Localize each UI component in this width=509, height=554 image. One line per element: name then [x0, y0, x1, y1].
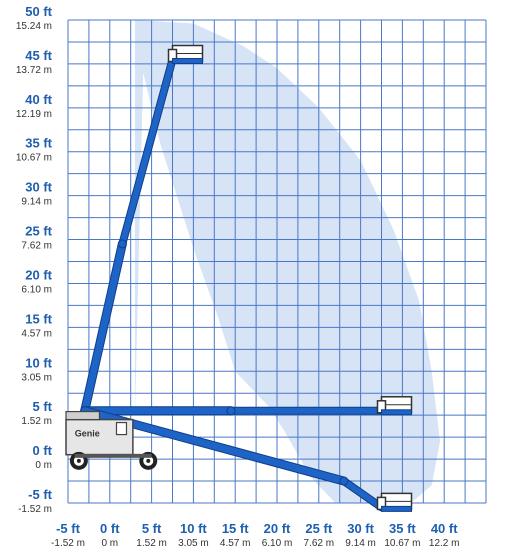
- elbow-joint: [339, 476, 349, 486]
- y-tick-label-m: 0 m: [35, 460, 52, 471]
- x-tick-label-ft: 35 ft: [389, 521, 416, 536]
- y-tick-label-m: 6.10 m: [21, 284, 52, 295]
- x-tick-label-m: 3.05 m: [178, 538, 209, 549]
- machine-chassis: Genie: [65, 410, 158, 470]
- y-tick-label-ft: 35 ft: [25, 136, 52, 151]
- x-tick-label-m: 10.67 m: [384, 538, 420, 549]
- x-tick-label-ft: 25 ft: [305, 521, 332, 536]
- platform-basket: [376, 492, 413, 512]
- elbow-joint: [226, 406, 236, 416]
- platform-basket: [376, 396, 413, 416]
- y-tick-label-m: 13.72 m: [16, 65, 52, 76]
- x-tick-label-ft: -5 ft: [56, 521, 81, 536]
- x-tick-label-ft: 40 ft: [431, 521, 458, 536]
- y-tick-label-ft: 0 ft: [33, 443, 53, 458]
- y-tick-label-ft: -5 ft: [28, 487, 53, 502]
- y-tick-label-ft: 45 ft: [25, 48, 52, 63]
- x-tick-label-m: 12.2 m: [429, 538, 460, 549]
- basket-floor: [381, 505, 412, 512]
- chassis-counterweight: [65, 410, 101, 421]
- x-tick-label-m: -1.52 m: [51, 538, 85, 549]
- boom-elevated: [80, 44, 204, 416]
- platform-basket: [167, 44, 204, 65]
- y-tick-label-m: -1.52 m: [18, 504, 52, 515]
- x-tick-label-ft: 5 ft: [142, 521, 162, 536]
- y-axis-labels: 50 ft 15.24 m 45 ft 13.72 m 40 ft 12.19 m 35 f…: [16, 4, 53, 515]
- y-tick-label-m: 12.19 m: [16, 109, 52, 120]
- y-tick-label-m: 7.62 m: [21, 241, 52, 252]
- upper-boom: [119, 56, 176, 247]
- x-tick-label-m: 1.52 m: [136, 538, 167, 549]
- basket-floor: [172, 58, 203, 65]
- x-tick-label-m: 0 m: [101, 538, 118, 549]
- y-tick-label-ft: 50 ft: [25, 4, 52, 19]
- y-tick-label-m: 9.14 m: [21, 197, 52, 208]
- elbow-joint: [117, 239, 127, 249]
- basket-floor: [381, 409, 412, 416]
- y-tick-label-ft: 20 ft: [25, 267, 52, 282]
- x-tick-label-m: 4.57 m: [220, 538, 251, 549]
- x-tick-label-ft: 30 ft: [347, 521, 374, 536]
- x-axis-labels: -5 ft -1.52 m 0 ft 0 m 5 ft 1.52 m 10 ft 3.05 m…: [51, 521, 459, 549]
- y-tick-label-ft: 30 ft: [25, 180, 52, 195]
- x-tick-label-ft: 20 ft: [264, 521, 291, 536]
- y-tick-label-m: 15.24 m: [16, 21, 52, 32]
- boom-horizontal: [80, 396, 413, 416]
- x-tick-label-ft: 0 ft: [100, 521, 120, 536]
- lower-boom: [81, 240, 126, 415]
- y-tick-label-ft: 5 ft: [33, 399, 53, 414]
- hub: [146, 458, 151, 463]
- y-tick-label-m: 1.52 m: [21, 416, 52, 427]
- x-tick-label-m: 7.62 m: [304, 538, 335, 549]
- y-tick-label-m: 3.05 m: [21, 372, 52, 383]
- hub: [76, 458, 81, 463]
- y-tick-label-ft: 15 ft: [25, 311, 52, 326]
- upper-boom: [340, 478, 385, 511]
- chassis-cab: [115, 421, 128, 436]
- y-tick-label-ft: 25 ft: [25, 224, 52, 239]
- y-tick-label-ft: 40 ft: [25, 92, 52, 107]
- y-tick-label-ft: 10 ft: [25, 355, 52, 370]
- x-tick-label-m: 6.10 m: [262, 538, 293, 549]
- y-tick-label-m: 10.67 m: [16, 153, 52, 164]
- axle-frame: [74, 453, 152, 458]
- x-tick-label-m: 9.14 m: [345, 538, 376, 549]
- y-tick-label-m: 4.57 m: [21, 328, 52, 339]
- x-tick-label-ft: 15 ft: [222, 521, 249, 536]
- brand-logo-text: Genie: [75, 429, 100, 439]
- x-tick-label-ft: 10 ft: [180, 521, 207, 536]
